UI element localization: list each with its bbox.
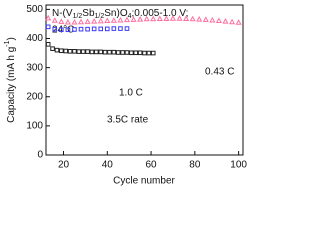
data-point	[107, 49, 112, 55]
data-point	[45, 42, 51, 47]
data-point	[84, 18, 91, 24]
data-point	[71, 18, 78, 25]
data-point	[65, 27, 71, 33]
data-point	[129, 50, 134, 56]
plot-frame	[45, 4, 244, 156]
data-point	[176, 15, 183, 21]
data-point	[59, 27, 64, 33]
data-point	[124, 26, 130, 31]
data-point	[97, 17, 104, 24]
data-point	[91, 26, 97, 32]
data-point	[163, 15, 170, 21]
data-point	[130, 16, 137, 22]
data-point	[110, 17, 117, 23]
data-point	[150, 15, 157, 22]
data-point	[229, 18, 236, 25]
data-point	[94, 49, 99, 55]
data-point	[91, 18, 98, 24]
data-point	[67, 49, 73, 54]
data-point	[123, 16, 131, 23]
text-part: Sn)O	[104, 8, 128, 19]
data-point	[80, 49, 86, 54]
data-point	[235, 19, 242, 25]
text-part: Sb	[82, 8, 95, 19]
x-tick-label: 20	[58, 160, 70, 171]
data-point	[202, 16, 209, 22]
data-point	[146, 50, 152, 56]
text-part: ;0.005-1.0 V;	[132, 8, 189, 19]
data-point	[118, 26, 123, 31]
data-point	[104, 26, 110, 32]
data-point	[76, 49, 82, 54]
data-point	[142, 50, 147, 56]
text-part: Capacity (mA h g	[6, 47, 17, 123]
data-point	[156, 15, 163, 21]
data-point	[54, 47, 60, 53]
data-point	[52, 26, 58, 32]
chart: N-(V1/2Sb1/2Sn)O4;0.005-1.0 V; 24°C Cycl…	[4, 4, 247, 187]
y-tick-label: 100	[26, 121, 43, 132]
data-point	[133, 50, 139, 56]
data-point	[45, 14, 52, 21]
data-point	[209, 16, 216, 23]
data-point	[85, 49, 90, 54]
data-point	[78, 26, 84, 32]
data-point	[137, 50, 143, 56]
y-tick-label: 200	[26, 91, 43, 102]
x-tick-label: 60	[146, 160, 158, 171]
data-point	[143, 15, 150, 22]
data-point	[50, 46, 55, 51]
data-point	[189, 15, 196, 22]
x-tick-label: 80	[189, 160, 201, 171]
data-point	[89, 49, 95, 55]
data-point	[64, 18, 71, 25]
y-tick-label: 300	[26, 62, 43, 73]
y-tick-label: 0	[37, 150, 43, 161]
data-point	[45, 24, 51, 30]
data-point	[51, 17, 58, 23]
data-point	[58, 18, 65, 24]
data-point	[72, 27, 77, 32]
series-label: 1.0 C	[119, 88, 143, 99]
text-part: N-(V	[52, 8, 73, 19]
data-point	[124, 50, 130, 55]
text-part: 1/2	[73, 13, 83, 20]
data-point	[111, 26, 117, 31]
data-point	[150, 50, 156, 56]
y-tick-label: 500	[26, 4, 43, 15]
data-point	[85, 26, 90, 32]
data-point	[77, 18, 85, 25]
data-point	[120, 50, 125, 55]
chart-title: N-(V1/2Sb1/2Sn)O4;0.005-1.0 V;	[52, 8, 188, 21]
data-point	[111, 49, 117, 55]
data-point	[98, 49, 104, 55]
x-axis-label: Cycle number	[113, 176, 175, 187]
data-point	[169, 15, 177, 21]
data-point	[59, 48, 64, 54]
x-tick-label: 40	[102, 160, 114, 171]
series-label: 0.43 C	[205, 67, 234, 78]
data-point	[215, 17, 222, 24]
data-point	[137, 16, 144, 22]
y-tick-label: 400	[26, 33, 43, 44]
data-point	[183, 15, 190, 21]
series-label: 3.5C rate	[107, 115, 149, 126]
data-point	[117, 16, 124, 23]
text-part: )	[6, 37, 17, 40]
x-tick-label: 100	[230, 160, 247, 171]
y-axis-label: Capacity (mA h g-1)	[4, 37, 16, 123]
data-point	[63, 48, 69, 54]
data-point	[115, 50, 121, 55]
text-part: 1/2	[95, 13, 105, 20]
data-point	[72, 49, 77, 54]
data-point	[98, 26, 104, 32]
data-point	[104, 17, 111, 24]
data-point	[102, 49, 108, 55]
text-part: -1	[4, 40, 11, 46]
data-point	[222, 18, 229, 24]
text-part: 4	[128, 13, 132, 20]
data-point	[196, 16, 203, 22]
